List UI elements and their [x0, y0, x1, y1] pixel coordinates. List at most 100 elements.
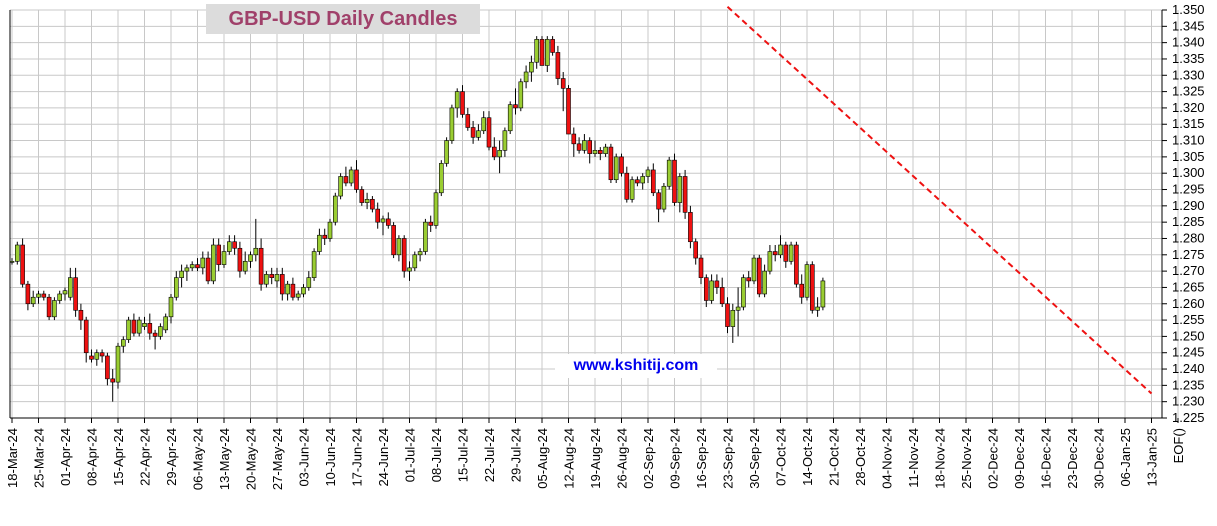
- x-tick-label: 10-Jun-24: [323, 428, 338, 487]
- candle-up: [338, 176, 343, 197]
- candle-down: [571, 133, 577, 145]
- x-tick-labels: 18-Mar-24 25-Mar-24 01-Apr-24 08-Apr-24 15-A…: [5, 428, 1186, 490]
- candle-up: [661, 185, 667, 210]
- candle-up: [311, 251, 317, 278]
- candle-up: [449, 107, 455, 141]
- watermark-link[interactable]: www.kshitij.com: [555, 354, 717, 378]
- y-tick-label: 1.315: [1172, 116, 1205, 131]
- x-tick-label: 14-Oct-24: [800, 428, 815, 486]
- candle-up: [211, 244, 216, 282]
- y-tick-label: 1.275: [1172, 247, 1205, 262]
- candle-down: [385, 218, 391, 226]
- candle-down: [105, 355, 110, 380]
- x-tick-label: 30-Dec-24: [1092, 428, 1107, 489]
- candle-up: [57, 293, 63, 301]
- y-tick-label: 1.310: [1172, 133, 1205, 148]
- x-tick-label: 01-Jul-24: [403, 428, 418, 482]
- candle-down: [428, 221, 434, 226]
- y-tick-label: 1.225: [1172, 410, 1205, 425]
- candle-up: [751, 257, 757, 282]
- x-tick-label: EOF(): [1171, 428, 1186, 463]
- candle-down: [555, 52, 561, 79]
- x-tick-label: 09-Dec-24: [1012, 428, 1027, 489]
- candle-up: [762, 270, 767, 295]
- candle-up: [364, 199, 370, 203]
- candle-down: [756, 257, 762, 295]
- chart-title: GBP-USD Daily Candles: [228, 7, 458, 30]
- candle-up: [438, 163, 444, 194]
- candle-up: [126, 319, 131, 340]
- candle-up: [163, 316, 168, 331]
- x-tick-label: 03-Jun-24: [297, 428, 312, 487]
- x-tick-label: 29-Jul-24: [509, 428, 524, 482]
- candle-up: [30, 296, 36, 305]
- x-tick-label: 07-Oct-24: [774, 428, 789, 486]
- x-tick-label: 08-Jul-24: [429, 428, 444, 482]
- candle-down: [809, 264, 815, 311]
- candle-down: [460, 91, 465, 115]
- candle-down: [99, 352, 105, 357]
- candle-down: [550, 39, 555, 53]
- candle-up: [332, 195, 338, 223]
- y-tick-label: 1.265: [1172, 279, 1205, 294]
- candle-up: [444, 140, 449, 164]
- x-tick-label: 22-Apr-24: [138, 428, 153, 486]
- y-tick-label: 1.350: [1172, 2, 1205, 17]
- x-tick-label: 13-May-24: [217, 428, 232, 490]
- candle-up: [613, 156, 619, 181]
- x-tick-label: 29-Apr-24: [164, 428, 179, 486]
- candle-down: [491, 146, 497, 158]
- candle-up: [603, 146, 608, 154]
- candle-down: [688, 212, 693, 243]
- candle-up: [407, 267, 412, 272]
- candle-down: [152, 332, 158, 337]
- candles: [9, 36, 826, 402]
- candle-up: [433, 192, 439, 226]
- candle-down: [635, 179, 640, 184]
- candle-down: [513, 104, 518, 109]
- candle-up: [778, 244, 783, 256]
- candle-up: [62, 290, 68, 295]
- grid-lines: [10, 9, 1179, 419]
- candle-down: [470, 127, 476, 138]
- x-tick-label: 02-Dec-24: [986, 428, 1001, 489]
- candle-down: [539, 39, 545, 66]
- x-tick-label: 25-Mar-24: [32, 428, 47, 488]
- candle-down: [110, 378, 115, 383]
- x-tick-label: 09-Sep-24: [668, 428, 683, 489]
- candle-up: [476, 130, 481, 138]
- candle-down: [486, 117, 492, 148]
- candle-down: [25, 283, 31, 305]
- candle-down: [597, 150, 603, 154]
- y-tick-label: 1.320: [1172, 100, 1205, 115]
- candle-down: [290, 283, 296, 298]
- candle-down: [83, 319, 89, 354]
- candle-down: [195, 264, 200, 269]
- candle-down: [783, 244, 789, 262]
- trendline: [726, 5, 1153, 395]
- candle-down: [794, 244, 799, 285]
- x-tick-label: 18-Mar-24: [5, 428, 20, 488]
- candle-up: [380, 218, 386, 223]
- candle-up: [741, 277, 746, 308]
- candle-up: [184, 267, 190, 272]
- x-tick-label: 01-Apr-24: [58, 428, 73, 486]
- candle-up: [645, 169, 651, 177]
- candle-down: [216, 244, 221, 265]
- y-tick-label: 1.285: [1172, 214, 1205, 229]
- candle-up: [36, 293, 41, 298]
- candle-up: [502, 130, 508, 151]
- y-tick-label: 1.290: [1172, 198, 1205, 213]
- candle-up: [677, 176, 683, 203]
- y-tick-label: 1.250: [1172, 328, 1205, 343]
- candle-down: [650, 169, 656, 194]
- candle-up: [189, 264, 195, 269]
- candle-down: [20, 244, 25, 285]
- x-tick-label: 27-May-24: [270, 428, 285, 490]
- candle-down: [587, 140, 593, 154]
- x-tick-label: 22-Jul-24: [482, 428, 497, 482]
- candle-up: [730, 309, 736, 327]
- candle-down: [343, 176, 349, 184]
